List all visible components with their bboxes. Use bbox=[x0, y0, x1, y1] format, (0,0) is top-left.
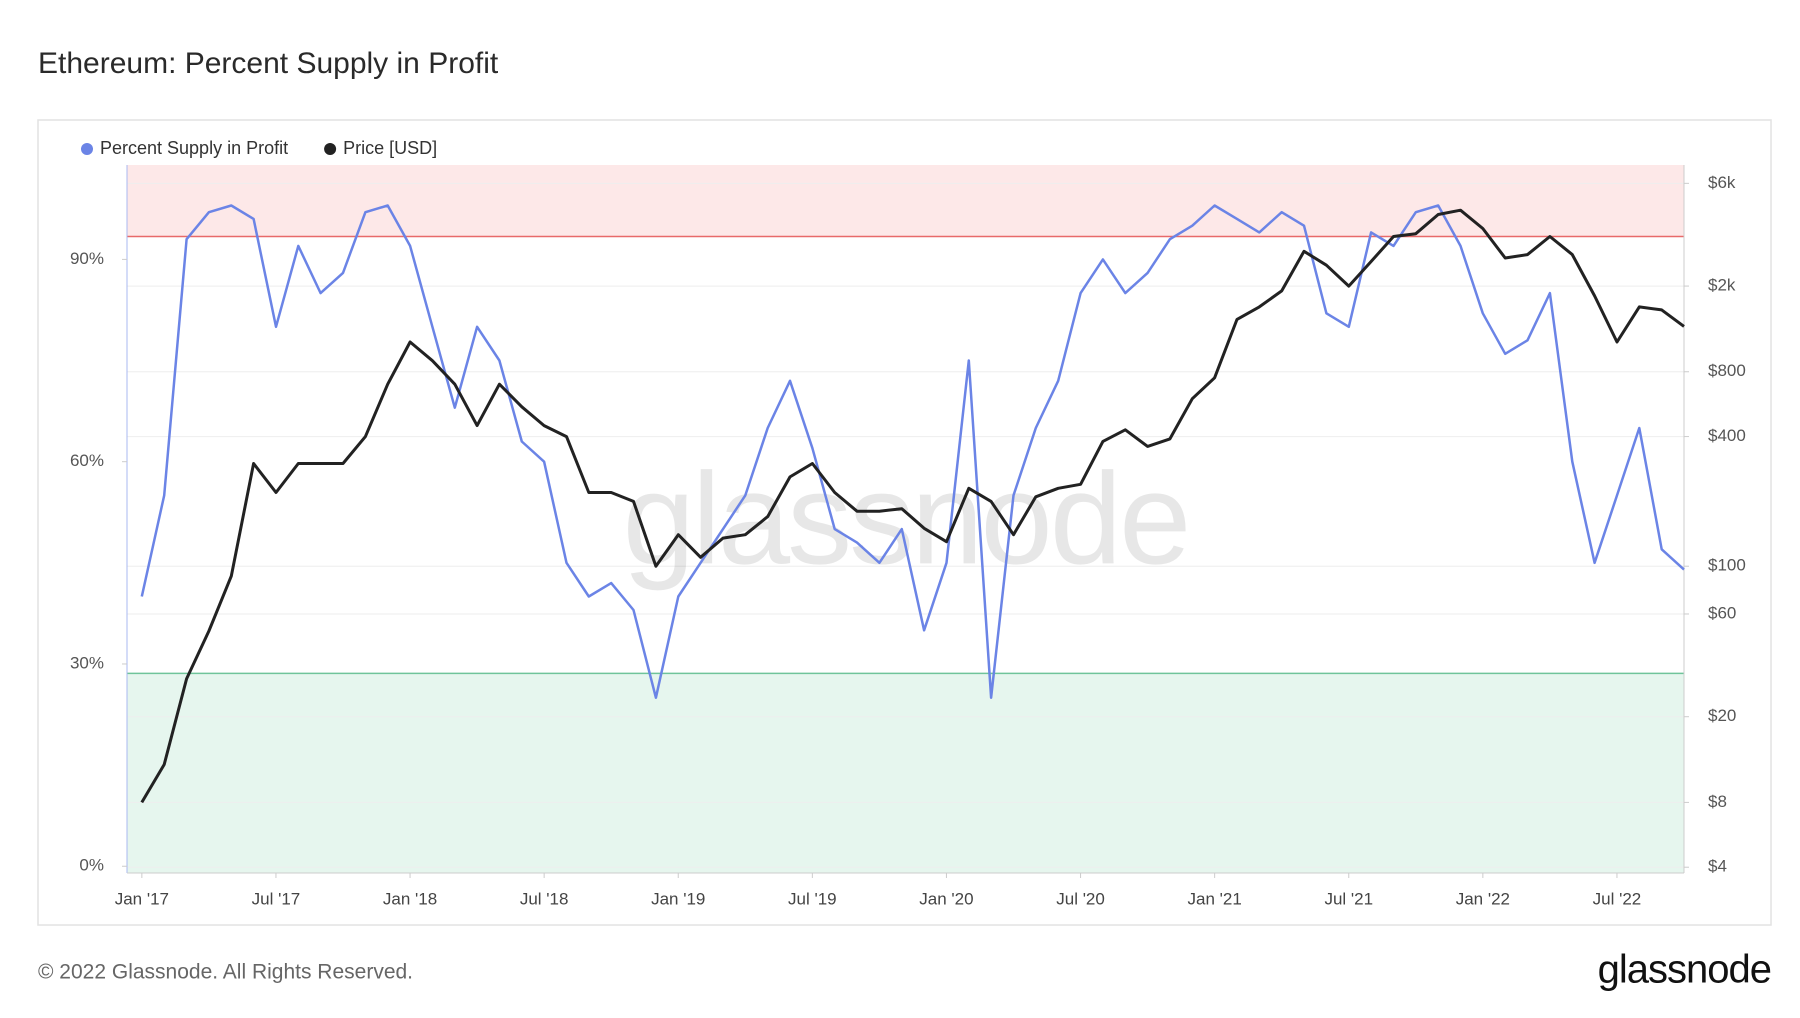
y-tick-label: 30% bbox=[70, 653, 104, 672]
x-tick-label: Jan '22 bbox=[1456, 889, 1510, 908]
x-tick-label: Jan '19 bbox=[651, 889, 705, 908]
x-tick-label: Jul '19 bbox=[788, 889, 837, 908]
footer: © 2022 Glassnode. All Rights Reserved. bbox=[38, 961, 413, 984]
x-tick-label: Jul '17 bbox=[252, 889, 301, 908]
y-tick-label: 90% bbox=[70, 249, 104, 268]
watermark: glassnode bbox=[623, 445, 1189, 591]
y2-tick-label: $400 bbox=[1708, 426, 1746, 445]
y2-tick-label: $100 bbox=[1708, 556, 1746, 575]
chart-title: Ethereum: Percent Supply in Profit bbox=[38, 47, 499, 80]
legend-label: Price [USD] bbox=[343, 138, 437, 158]
logo: glassnode bbox=[1598, 948, 1771, 992]
y2-tick-label: $800 bbox=[1708, 361, 1746, 380]
x-tick-label: Jan '21 bbox=[1188, 889, 1242, 908]
series-line bbox=[140, 208, 1685, 804]
x-tick-label: Jul '22 bbox=[1593, 889, 1642, 908]
series-line bbox=[140, 204, 1685, 699]
y2-tick-label: $6k bbox=[1708, 173, 1736, 192]
x-tick-label: Jan '20 bbox=[919, 889, 973, 908]
y2-tick-label: $20 bbox=[1708, 706, 1736, 725]
y-tick-label: 0% bbox=[79, 856, 104, 875]
x-tick-label: Jan '18 bbox=[383, 889, 437, 908]
x-tick-label: Jul '18 bbox=[520, 889, 569, 908]
y2-tick-label: $2k bbox=[1708, 276, 1736, 295]
lower-band bbox=[127, 673, 1684, 873]
y-tick-label: 60% bbox=[70, 451, 104, 470]
legend-marker bbox=[324, 143, 337, 155]
legend-label: Percent Supply in Profit bbox=[100, 138, 288, 158]
y2-tick-label: $8 bbox=[1708, 792, 1727, 811]
x-tick-label: Jul '21 bbox=[1324, 889, 1373, 908]
legend-marker bbox=[81, 143, 93, 155]
y2-tick-label: $60 bbox=[1708, 603, 1736, 622]
x-tick-label: Jul '20 bbox=[1056, 889, 1105, 908]
y2-tick-label: $4 bbox=[1708, 857, 1727, 876]
x-tick-label: Jan '17 bbox=[115, 889, 169, 908]
